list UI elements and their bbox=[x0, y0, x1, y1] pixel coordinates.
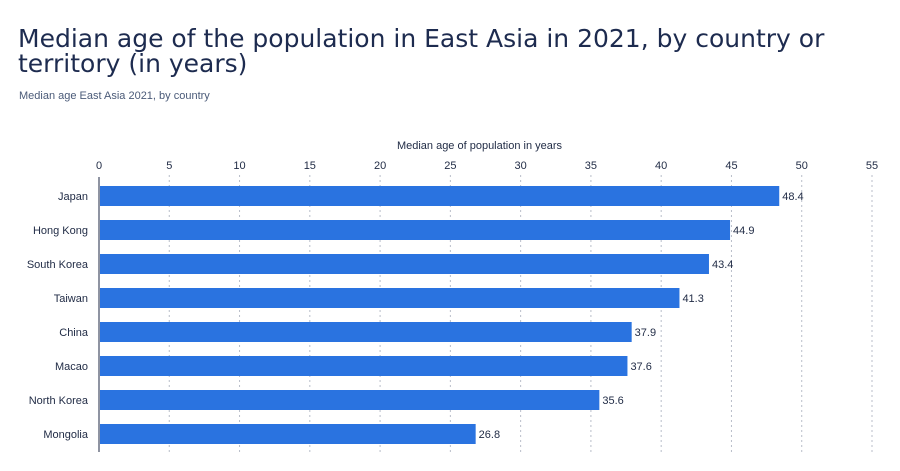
bar-north-korea bbox=[100, 390, 600, 410]
value-label: 37.9 bbox=[635, 327, 656, 339]
x-tick-label: 55 bbox=[866, 160, 878, 172]
category-label: Macao bbox=[55, 361, 88, 373]
value-label: 37.6 bbox=[630, 361, 651, 373]
value-label: 41.3 bbox=[682, 293, 703, 305]
x-axis: Median age of population in years 0 5 10 15… bbox=[96, 140, 878, 172]
x-tick-label: 40 bbox=[655, 160, 667, 172]
x-tick-label: 25 bbox=[444, 160, 456, 172]
value-labels: 48.4 44.9 43.4 41.3 37.9 37.6 35.6 26.8 bbox=[479, 191, 804, 441]
value-label: 43.4 bbox=[712, 259, 733, 271]
category-label: Japan bbox=[58, 191, 88, 203]
bar-japan bbox=[100, 186, 780, 206]
chart-title: Median age of the population in East Asi… bbox=[18, 24, 825, 78]
category-label: Hong Kong bbox=[33, 225, 88, 237]
x-axis-title: Median age of population in years bbox=[397, 140, 563, 152]
category-label: China bbox=[59, 327, 89, 339]
x-tick-label: 20 bbox=[374, 160, 386, 172]
x-tick-label: 30 bbox=[515, 160, 527, 172]
category-label: South Korea bbox=[27, 259, 89, 271]
bar-hong-kong bbox=[100, 220, 731, 240]
x-tick-label: 5 bbox=[166, 160, 172, 172]
value-label: 26.8 bbox=[479, 429, 500, 441]
value-label: 44.9 bbox=[733, 225, 754, 237]
category-label: Taiwan bbox=[54, 293, 88, 305]
x-tick-label: 45 bbox=[725, 160, 737, 172]
gridlines bbox=[98, 175, 873, 452]
category-labels: Japan Hong Kong South Korea Taiwan China Maca… bbox=[27, 191, 89, 441]
x-tick-label: 50 bbox=[796, 160, 808, 172]
x-tick-label: 0 bbox=[96, 160, 102, 172]
bar-south-korea bbox=[100, 254, 709, 274]
x-tick-label: 35 bbox=[585, 160, 597, 172]
category-label: Mongolia bbox=[43, 429, 89, 441]
x-tick-label: 15 bbox=[304, 160, 316, 172]
x-tick-label: 10 bbox=[233, 160, 245, 172]
bar-china bbox=[100, 322, 632, 342]
bar-taiwan bbox=[100, 288, 680, 308]
bar-macao bbox=[100, 356, 628, 376]
value-label: 48.4 bbox=[782, 191, 803, 203]
bars bbox=[100, 186, 780, 444]
bar-mongolia bbox=[100, 424, 476, 444]
chart-subtitle: Median age East Asia 2021, by country bbox=[19, 90, 210, 102]
value-label: 35.6 bbox=[602, 395, 623, 407]
category-label: North Korea bbox=[29, 395, 89, 407]
